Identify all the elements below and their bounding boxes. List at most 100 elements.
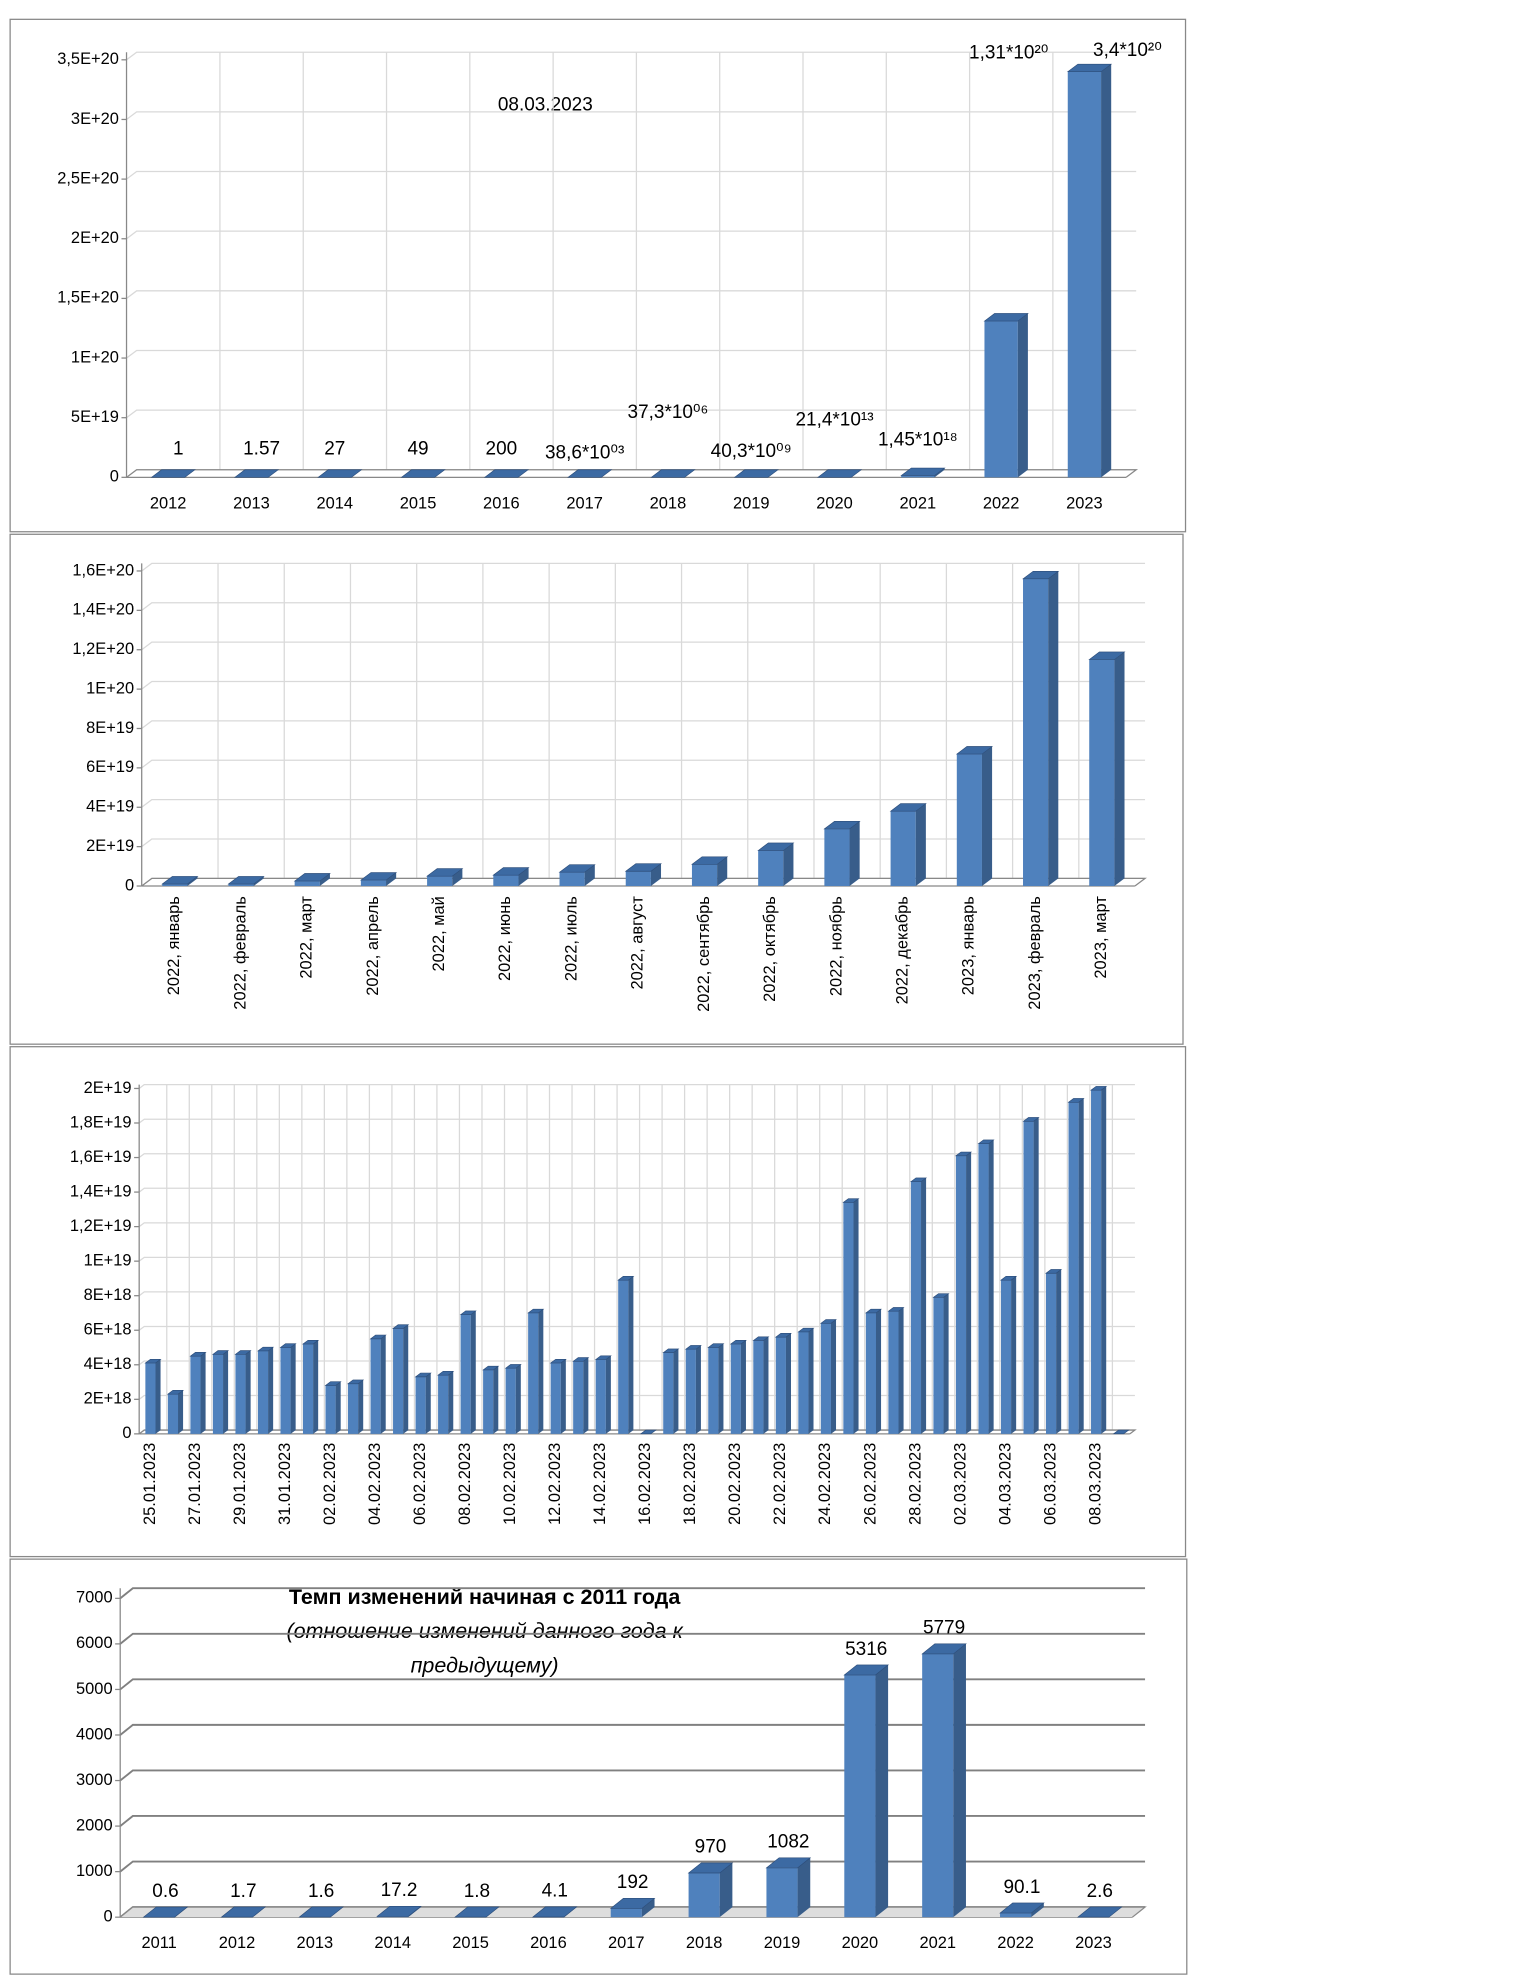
- bar-top: [1022, 1117, 1040, 1122]
- bar: [978, 1143, 989, 1434]
- grid-line: [126, 230, 1137, 240]
- bar-top: [161, 876, 199, 885]
- bar-top: [1045, 1269, 1063, 1274]
- y-tick-label: 2,5E+20: [57, 169, 119, 187]
- bar-top: [426, 868, 464, 877]
- bar: [438, 1375, 449, 1434]
- bar-side: [875, 1309, 882, 1434]
- bar-top: [504, 1364, 522, 1369]
- bar-side: [290, 1343, 296, 1434]
- bar-side: [584, 864, 595, 887]
- bar: [280, 1347, 291, 1434]
- x-tick-label: 2017: [566, 494, 603, 512]
- bar-top: [1090, 1086, 1108, 1091]
- y-tick-label: 6E+19: [86, 758, 134, 776]
- y-tick-label: 2000: [76, 1816, 113, 1834]
- x-tick-label: 2022, октябрь: [761, 896, 779, 1002]
- bar: [688, 1873, 720, 1918]
- bar: [393, 1328, 404, 1434]
- x-tick-label: 04.03.2023: [996, 1443, 1014, 1525]
- y-tick-label: 8E+19: [86, 719, 134, 737]
- bar-side: [178, 1390, 184, 1434]
- bar-side: [763, 1336, 769, 1434]
- bar-top: [774, 1333, 792, 1338]
- grid-line: [126, 51, 1137, 61]
- x-tick-label: 2022, март: [298, 896, 316, 979]
- bar-side: [1048, 571, 1059, 887]
- bar: [610, 1908, 642, 1918]
- bar: [302, 1344, 314, 1434]
- grid-line: [141, 562, 1146, 572]
- value-label: 1.6: [308, 1881, 334, 1902]
- x-tick-label: 14.02.2023: [591, 1443, 609, 1525]
- grid-line: [126, 409, 1137, 419]
- bar: [890, 811, 916, 887]
- bar: [865, 1312, 876, 1434]
- bar-side: [583, 1357, 589, 1434]
- bar-top: [1067, 1098, 1085, 1103]
- bar-top: [189, 1352, 207, 1357]
- bar-side: [740, 1340, 746, 1434]
- y-tick-label: 0: [125, 876, 134, 894]
- bar-top: [376, 1905, 422, 1917]
- bar-top: [639, 1429, 657, 1435]
- bar-top: [459, 1310, 477, 1316]
- value-label: 49: [408, 439, 429, 460]
- bar-top: [617, 1276, 635, 1281]
- bar-top: [142, 1906, 189, 1918]
- bar-top: [609, 1898, 656, 1909]
- bar: [190, 1356, 201, 1434]
- bar: [493, 875, 519, 887]
- bar-top: [823, 821, 861, 830]
- x-tick-label: 2021: [900, 494, 937, 512]
- bar-side: [783, 842, 794, 887]
- bar: [843, 1202, 854, 1434]
- bar-side: [560, 1359, 566, 1434]
- x-tick-label: 2022, декабрь: [894, 896, 912, 1004]
- y-tick-label: 6E+18: [84, 1321, 132, 1339]
- bar-top: [302, 1339, 320, 1345]
- bar-side: [335, 1381, 341, 1434]
- x-tick-label: 22.02.2023: [771, 1443, 789, 1525]
- bar: [162, 884, 188, 887]
- grid-line: [126, 170, 1137, 180]
- y-tick-label: 8E+18: [84, 1286, 132, 1304]
- x-tick-label: 2015: [400, 494, 437, 512]
- bar-side: [358, 1379, 364, 1434]
- x-tick-label: 2022, апрель: [364, 896, 382, 996]
- bar-top: [1066, 63, 1113, 73]
- bar-top: [220, 1906, 267, 1918]
- bar-top: [144, 1358, 162, 1364]
- chart-subtitle: предыдущему): [411, 1653, 559, 1677]
- bar-top: [687, 1862, 734, 1874]
- chart-frame: [9, 533, 1184, 1045]
- bar-top: [150, 469, 196, 478]
- bar-side: [268, 1347, 274, 1434]
- x-tick-label: 02.02.2023: [321, 1443, 339, 1525]
- bar-side: [934, 468, 945, 478]
- bar: [691, 864, 718, 887]
- grid-line: [141, 759, 1146, 769]
- bar-side: [1114, 651, 1125, 887]
- bar-top: [733, 469, 779, 478]
- bar: [377, 1916, 409, 1918]
- y-tick-label: 1,4E+20: [72, 601, 134, 619]
- bar-side: [1101, 1086, 1107, 1434]
- bar-top: [842, 1198, 860, 1203]
- x-tick-label: 2022: [983, 494, 1020, 512]
- bar-side: [718, 1343, 724, 1434]
- y-tick-label: 4000: [76, 1725, 113, 1743]
- bar-side: [425, 1373, 431, 1434]
- x-tick-label: 2015: [452, 1934, 489, 1952]
- x-tick-label: 2018: [686, 1934, 723, 1952]
- bar-top: [572, 1357, 590, 1362]
- x-tick-label: 2022, сентябрь: [695, 896, 713, 1012]
- bar-top: [400, 469, 446, 478]
- y-tick-label: 1,6E+20: [72, 561, 134, 579]
- x-tick-label: 2022, январь: [165, 896, 183, 995]
- bar: [730, 1344, 741, 1434]
- x-tick-label: 2014: [374, 1934, 411, 1952]
- bar-side: [797, 1857, 811, 1918]
- value-label: 192: [617, 1872, 649, 1893]
- x-tick-label: 28.02.2023: [906, 1443, 924, 1525]
